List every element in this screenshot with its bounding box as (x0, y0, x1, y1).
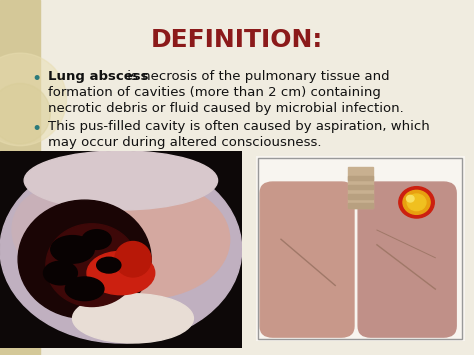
Bar (348, 176, 373, 180)
Text: Lung abscess: Lung abscess (48, 70, 148, 83)
Ellipse shape (0, 156, 242, 343)
Circle shape (403, 190, 430, 214)
Bar (0, 0, 40, 355)
Text: •: • (32, 120, 42, 138)
Text: formation of cavities (more than 2 cm) containing: formation of cavities (more than 2 cm) c… (48, 86, 381, 99)
Ellipse shape (44, 261, 77, 285)
Ellipse shape (46, 224, 138, 306)
Bar (348, 185, 373, 190)
Ellipse shape (97, 257, 121, 273)
Ellipse shape (82, 230, 111, 249)
Ellipse shape (18, 200, 151, 318)
Bar (348, 194, 373, 199)
Ellipse shape (87, 251, 155, 295)
Ellipse shape (73, 294, 193, 343)
Ellipse shape (12, 190, 84, 269)
Text: necrotic debris or fluid caused by microbial infection.: necrotic debris or fluid caused by micro… (48, 102, 404, 115)
Text: may occur during altered consciousness.: may occur during altered consciousness. (48, 136, 321, 149)
Bar (348, 167, 373, 208)
Ellipse shape (24, 151, 218, 210)
Ellipse shape (115, 241, 151, 277)
Ellipse shape (51, 236, 94, 263)
FancyBboxPatch shape (260, 182, 354, 337)
Ellipse shape (61, 180, 229, 299)
FancyBboxPatch shape (358, 182, 456, 337)
Text: DEFINITION:: DEFINITION: (151, 28, 323, 52)
Text: •: • (32, 70, 42, 88)
Circle shape (0, 53, 66, 146)
Circle shape (407, 195, 414, 202)
Circle shape (0, 83, 50, 144)
Circle shape (399, 187, 434, 218)
Text: This pus-filled cavity is often caused by aspiration, which: This pus-filled cavity is often caused b… (48, 120, 430, 133)
Text: is necrosis of the pulmonary tissue and: is necrosis of the pulmonary tissue and (123, 70, 390, 83)
Circle shape (407, 194, 426, 211)
Bar (348, 203, 373, 208)
Ellipse shape (65, 277, 104, 301)
